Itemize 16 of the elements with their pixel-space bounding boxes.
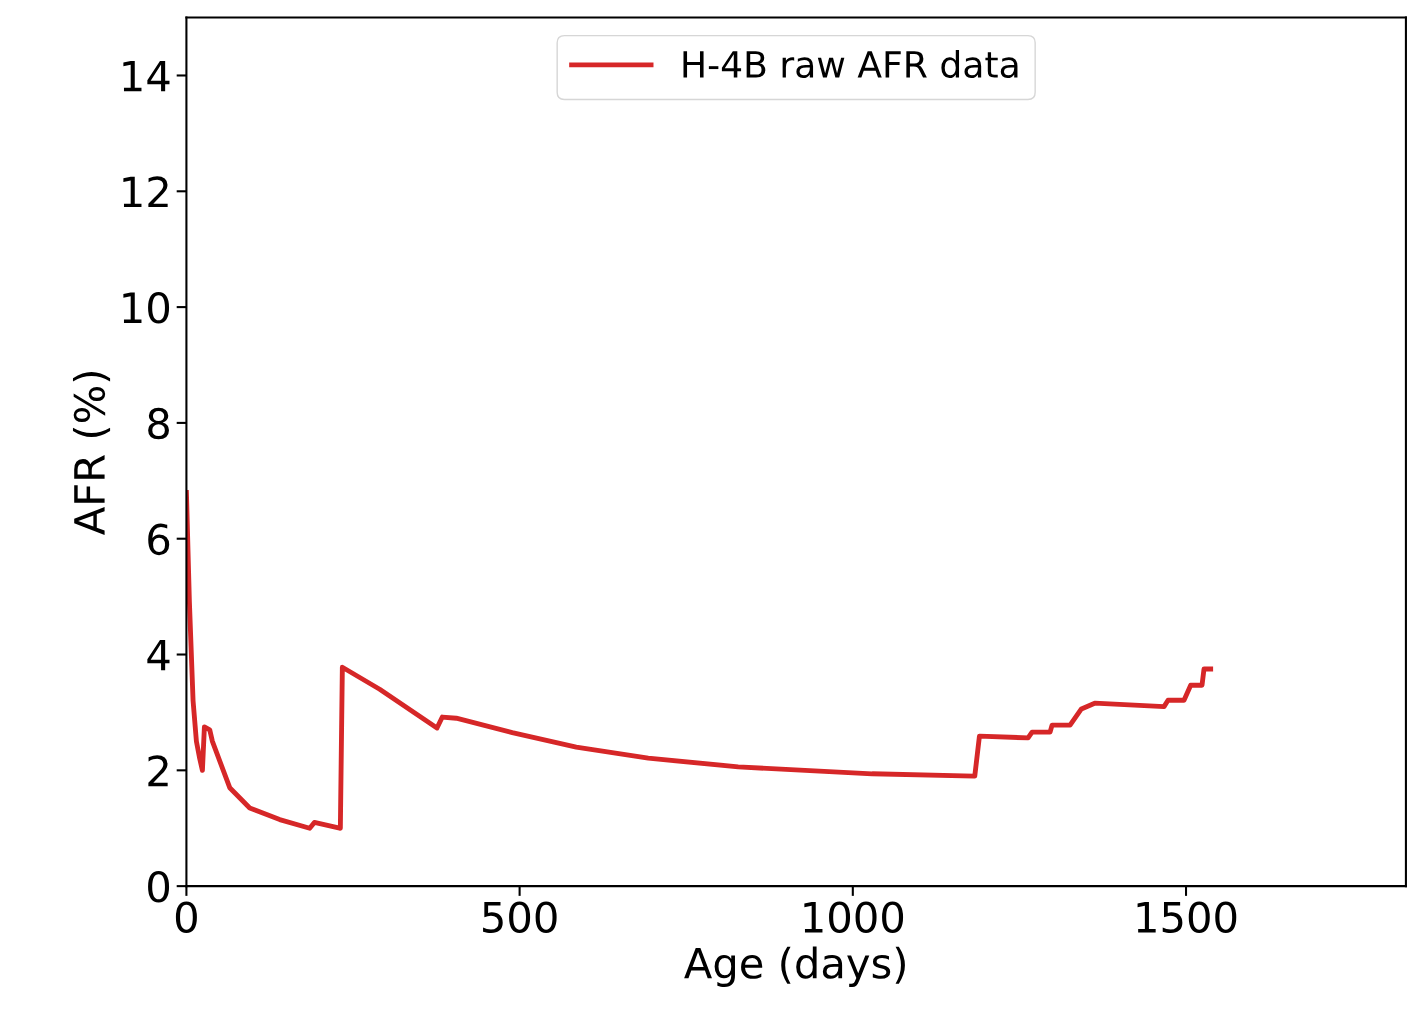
- x-tick-label: 1500: [1137, 901, 1237, 933]
- y-tick-label: 4: [147, 639, 170, 671]
- x-tick-label: 0: [175, 901, 197, 933]
- legend-label: H-4B raw AFR data: [683, 50, 1018, 79]
- y-tick-label: 0: [148, 871, 170, 903]
- y-tick-label: 8: [148, 407, 169, 440]
- y-tick-label: 10: [123, 292, 170, 324]
- y-tick-label: 6: [148, 523, 170, 556]
- x-tick-label: 1000: [804, 901, 904, 933]
- line-series: [186, 489, 1214, 831]
- y-tick-label: 12: [123, 176, 168, 208]
- y-tick-label: 2: [148, 755, 168, 787]
- y-tick-label: 14: [123, 60, 170, 92]
- y-axis-title: AFR (%): [72, 372, 111, 535]
- x-tick-label: 500: [483, 901, 557, 933]
- x-axis-title: Age (days): [684, 946, 905, 987]
